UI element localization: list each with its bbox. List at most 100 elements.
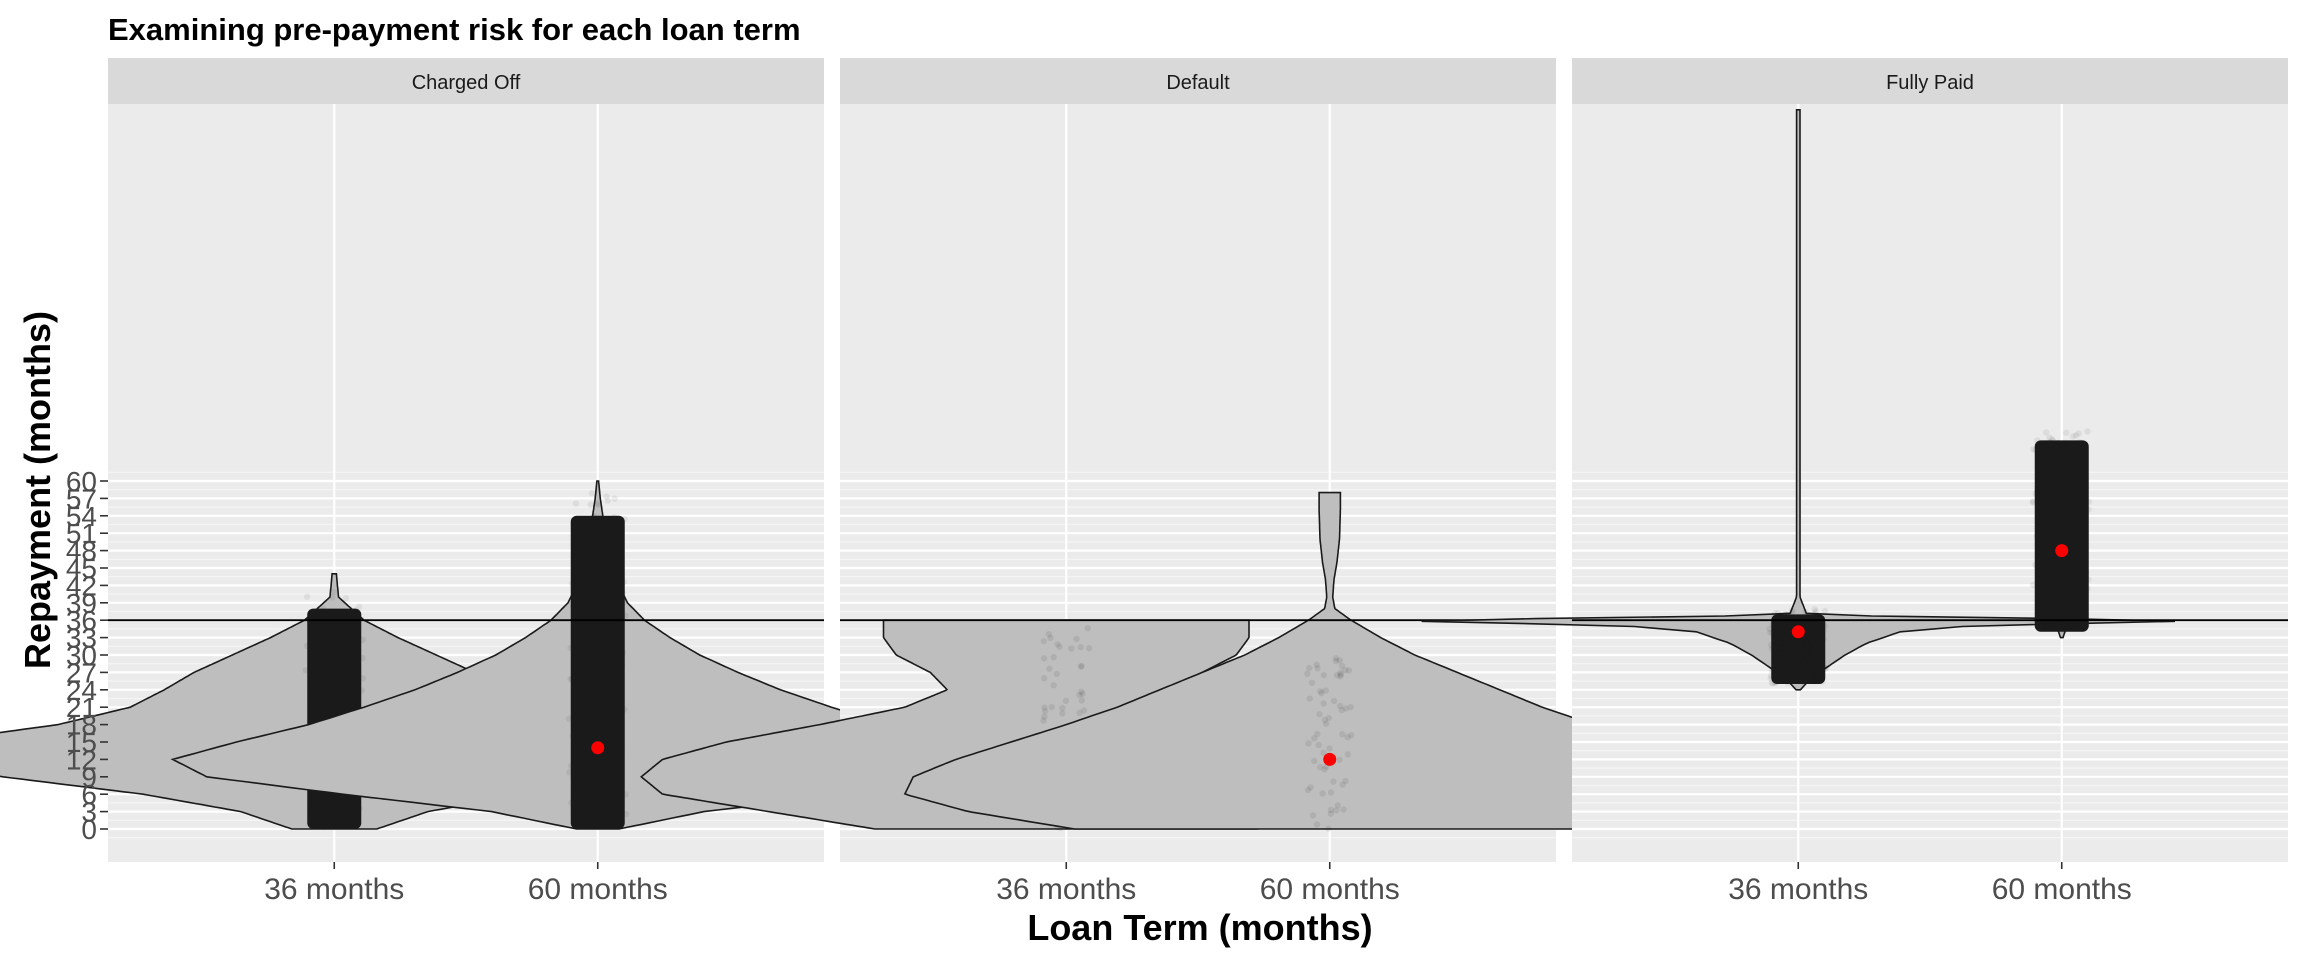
data-point [613,728,620,735]
data-point [1803,640,1810,647]
data-point [337,610,344,617]
data-point [2043,527,2050,534]
data-point [308,659,315,666]
data-point [605,758,613,765]
data-point [581,790,589,797]
data-point [359,675,367,682]
data-point [1780,629,1787,637]
data-point [2048,436,2056,443]
data-point [619,599,626,606]
data-point [619,589,626,596]
data-point [1776,667,1783,674]
data-point [355,669,362,677]
data-point [2052,529,2060,536]
data-point [605,664,612,671]
data-point [1812,608,1820,615]
data-point [307,685,314,692]
data-point [1333,807,1340,814]
data-point [592,688,600,695]
data-point [2076,440,2083,447]
data-point [573,821,580,828]
data-point [1305,740,1312,747]
data-point [1048,703,1055,711]
data-point [622,791,629,798]
data-point [1320,671,1328,679]
y-tick-label: 42 [66,570,97,601]
data-point [1059,710,1066,717]
data-point [622,612,629,620]
data-point [570,774,577,781]
data-point [613,777,621,784]
data-point [2041,544,2048,552]
data-point [1320,700,1327,707]
data-point [1315,741,1322,749]
data-point [358,687,365,694]
data-point [2085,576,2092,583]
data-point [2072,432,2080,439]
data-point [1771,610,1779,617]
facet-strip [108,58,824,104]
data-point [1778,645,1785,652]
data-point [1304,786,1312,794]
data-point [613,545,620,552]
data-point [341,671,349,679]
data-point [1308,679,1316,687]
data-point [2072,568,2080,576]
data-point [576,746,584,753]
data-point [1040,717,1047,724]
data-point [2054,497,2062,505]
data-point [1817,676,1824,683]
y-tick-label: 27 [66,657,97,688]
data-point [307,692,314,699]
data-point [2049,437,2057,445]
data-point [1775,614,1783,621]
violin-group [2029,428,2093,639]
data-point [1306,695,1313,702]
data-point [1053,670,1061,678]
data-point [593,703,600,710]
data-point [1781,642,1789,650]
data-point [1045,631,1053,638]
data-point [2079,591,2086,598]
data-point [1340,806,1347,813]
data-point [2034,437,2041,444]
data-point [2034,516,2041,524]
data-point [1041,707,1049,715]
data-point [321,649,329,657]
x-tick-label: 60 months [1992,873,2132,906]
data-point [2029,581,2037,589]
data-point [338,683,345,690]
data-point [565,715,573,722]
mean-point [2055,544,2069,558]
data-point [616,569,623,577]
data-point [2055,465,2062,473]
data-point [1344,733,1351,741]
data-point [343,642,350,649]
violin-group [1421,109,2176,691]
data-point [2067,518,2074,525]
data-point [1799,674,1806,681]
data-point [1806,667,1813,675]
data-point [572,757,580,764]
data-point [1784,611,1792,619]
data-point [1776,649,1784,657]
data-point [1809,646,1816,654]
jitter-points [565,489,630,829]
data-point [2034,532,2041,540]
data-point [1068,645,1075,652]
data-point [578,567,586,574]
data-point [1818,636,1826,643]
data-point [2061,506,2069,513]
data-point [1040,655,1048,662]
data-point [309,796,316,804]
y-tick-label: 15 [66,727,97,758]
data-point [1307,784,1314,791]
data-point [2050,605,2058,613]
data-point [1772,679,1780,686]
data-point [1336,657,1343,664]
data-point [2053,521,2060,528]
data-point [577,522,585,529]
data-point [1769,629,1776,637]
